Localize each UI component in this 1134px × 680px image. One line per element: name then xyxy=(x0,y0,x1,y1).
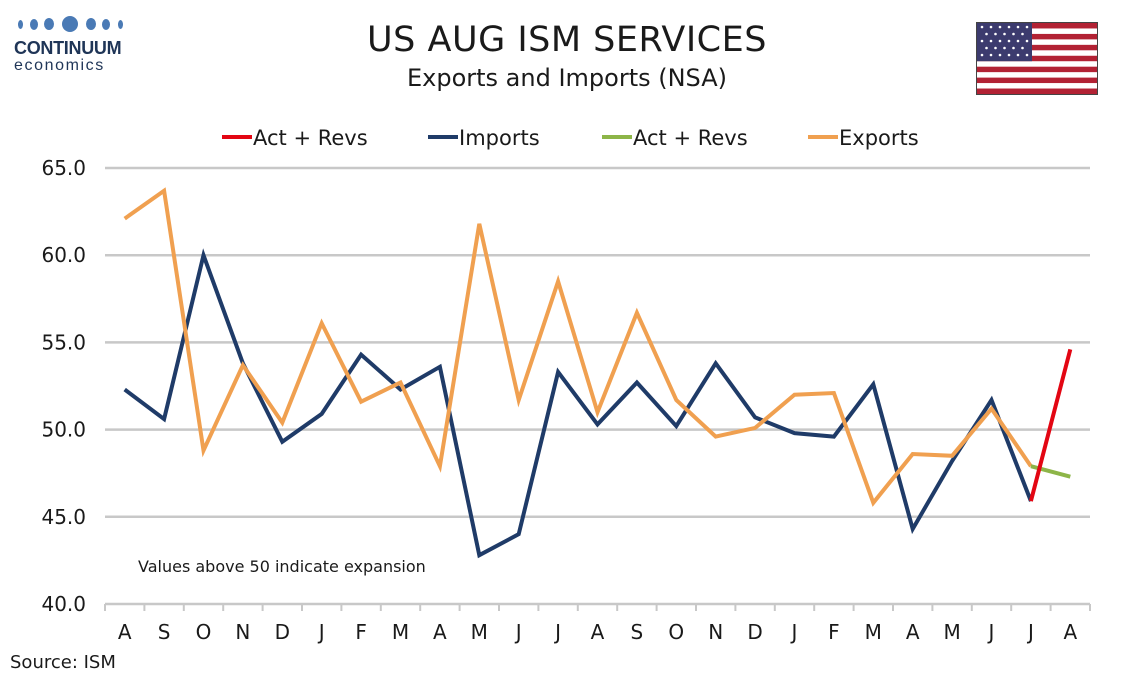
x-tick-label: M xyxy=(865,620,882,644)
logo-name: CONTINUUM xyxy=(14,38,122,58)
y-tick-label: 40.0 xyxy=(41,592,86,616)
x-tick-label: J xyxy=(553,620,561,644)
y-tick-label: 50.0 xyxy=(41,418,86,442)
x-tick-label: J xyxy=(790,620,798,644)
x-tick-label: F xyxy=(828,620,840,644)
x-tick-label: S xyxy=(158,620,171,644)
legend-label: Imports xyxy=(459,126,540,150)
continuum-logo: CONTINUUM economics xyxy=(14,14,134,75)
y-tick-label: 65.0 xyxy=(41,156,86,180)
x-tick-label: F xyxy=(355,620,367,644)
chart-title: US AUG ISM SERVICES xyxy=(367,20,767,60)
x-tick-label: A xyxy=(906,620,920,644)
x-tick-label: O xyxy=(196,620,212,644)
x-tick-label: J xyxy=(514,620,522,644)
x-tick-label: N xyxy=(708,620,723,644)
x-tick-label: D xyxy=(747,620,762,644)
logo-subtitle: economics xyxy=(14,57,105,74)
x-tick-label: A xyxy=(118,620,132,644)
chart-annotation: Values above 50 indicate expansion xyxy=(138,557,426,576)
series-line-exports xyxy=(123,187,1033,507)
legend-label: Exports xyxy=(839,126,919,150)
x-tick-label: A xyxy=(591,620,605,644)
series-line-imports xyxy=(123,248,1033,559)
y-tick-label: 45.0 xyxy=(41,505,86,529)
x-tick-label: J xyxy=(987,620,995,644)
y-tick-label: 55.0 xyxy=(41,330,86,354)
logo-dots-icon xyxy=(14,14,134,36)
series-line-act-revs xyxy=(1028,348,1073,502)
x-tick-label: M xyxy=(392,620,409,644)
y-tick-label: 60.0 xyxy=(41,243,86,267)
x-tick-label: O xyxy=(668,620,684,644)
x-tick-label: D xyxy=(275,620,290,644)
us-flag-icon xyxy=(976,22,1098,95)
chart-subtitle: Exports and Imports (NSA) xyxy=(406,64,728,92)
x-tick-label: M xyxy=(471,620,488,644)
legend-label: Act + Revs xyxy=(633,126,748,150)
x-tick-label: J xyxy=(1026,620,1034,644)
x-tick-label: S xyxy=(631,620,644,644)
x-tick-label: M xyxy=(943,620,960,644)
x-tick-label: A xyxy=(1063,620,1077,644)
x-tick-label: A xyxy=(433,620,447,644)
legend-label: Act + Revs xyxy=(253,126,368,150)
x-tick-label: N xyxy=(235,620,250,644)
source-note: Source: ISM xyxy=(10,652,116,673)
x-tick-label: J xyxy=(317,620,325,644)
